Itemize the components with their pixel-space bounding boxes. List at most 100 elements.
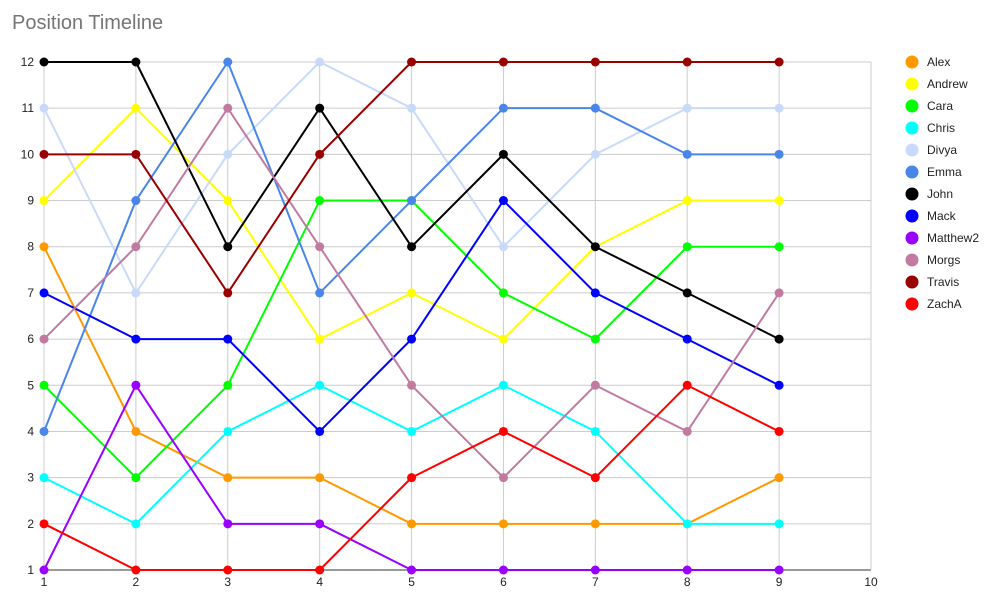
data-point-cara — [39, 380, 49, 390]
legend-marker — [905, 77, 919, 91]
data-point-cara — [498, 288, 508, 298]
data-point-travis — [315, 149, 325, 159]
data-point-alex — [315, 473, 325, 483]
data-point-zacha — [590, 473, 600, 483]
data-point-chris — [223, 426, 233, 436]
legend-item-divya: Divya — [905, 143, 957, 157]
legend-marker — [905, 275, 919, 289]
legend-label: ZachA — [927, 297, 962, 311]
series-divya — [39, 57, 784, 298]
data-point-andrew — [682, 196, 692, 206]
series-andrew — [39, 103, 784, 344]
legend-item-matthew2: Matthew2 — [905, 231, 979, 245]
data-point-emma — [39, 426, 49, 436]
data-point-travis — [39, 149, 49, 159]
data-point-andrew — [223, 196, 233, 206]
legend-item-john: John — [905, 187, 953, 201]
data-point-zacha — [315, 565, 325, 575]
data-point-divya — [590, 149, 600, 159]
data-point-emma — [498, 103, 508, 113]
data-point-morgs — [39, 334, 49, 344]
data-point-travis — [223, 288, 233, 298]
y-tick-label: 7 — [27, 286, 34, 300]
y-tick-label: 9 — [27, 194, 34, 208]
legend-label: Matthew2 — [927, 231, 979, 245]
legend-item-morgs: Morgs — [905, 253, 960, 267]
data-point-zacha — [131, 565, 141, 575]
legend-item-zacha: ZachA — [905, 297, 962, 311]
y-tick-label: 8 — [27, 240, 34, 254]
data-point-morgs — [774, 288, 784, 298]
legend-marker — [905, 165, 919, 179]
data-point-divya — [407, 103, 417, 113]
data-point-mack — [39, 288, 49, 298]
data-point-andrew — [39, 196, 49, 206]
data-point-emma — [774, 149, 784, 159]
data-point-zacha — [39, 519, 49, 529]
data-point-morgs — [498, 473, 508, 483]
data-point-divya — [131, 288, 141, 298]
data-point-travis — [774, 57, 784, 67]
series-zacha — [39, 380, 784, 575]
data-point-emma — [590, 103, 600, 113]
series-matthew2 — [39, 380, 784, 575]
legend-marker — [905, 187, 919, 201]
x-tick-label: 5 — [408, 575, 415, 589]
data-point-emma — [407, 196, 417, 206]
data-point-zacha — [774, 426, 784, 436]
data-point-divya — [498, 242, 508, 252]
legend-marker — [905, 99, 919, 113]
data-point-alex — [407, 519, 417, 529]
data-point-matthew2 — [223, 519, 233, 529]
data-point-chris — [315, 380, 325, 390]
data-point-john — [590, 242, 600, 252]
x-tick-label: 9 — [776, 575, 783, 589]
legend-marker — [905, 231, 919, 245]
data-point-matthew2 — [39, 565, 49, 575]
data-point-morgs — [682, 426, 692, 436]
legend-label: Chris — [927, 121, 955, 135]
data-point-matthew2 — [774, 565, 784, 575]
data-point-travis — [498, 57, 508, 67]
y-tick-label: 5 — [27, 378, 34, 392]
data-point-chris — [590, 426, 600, 436]
data-point-alex — [39, 242, 49, 252]
series-mack — [39, 196, 784, 436]
data-point-chris — [407, 426, 417, 436]
data-point-mack — [315, 426, 325, 436]
legend-label: Cara — [927, 99, 953, 113]
data-point-cara — [223, 380, 233, 390]
data-point-mack — [682, 334, 692, 344]
data-point-john — [682, 288, 692, 298]
data-point-cara — [315, 196, 325, 206]
y-tick-label: 10 — [21, 147, 35, 161]
legend-label: Divya — [927, 143, 957, 157]
data-point-matthew2 — [590, 565, 600, 575]
data-point-john — [774, 334, 784, 344]
x-tick-label: 10 — [864, 575, 878, 589]
legend-item-cara: Cara — [905, 99, 953, 113]
legend-item-emma: Emma — [905, 165, 962, 179]
legend-item-mack: Mack — [905, 209, 957, 223]
x-tick-label: 8 — [684, 575, 691, 589]
data-point-zacha — [682, 380, 692, 390]
legend-item-alex: Alex — [905, 55, 950, 69]
data-point-chris — [39, 473, 49, 483]
data-point-morgs — [315, 242, 325, 252]
legend-item-andrew: Andrew — [905, 77, 968, 91]
legend-marker — [905, 55, 919, 69]
data-point-emma — [682, 149, 692, 159]
data-point-travis — [131, 149, 141, 159]
data-point-divya — [223, 149, 233, 159]
data-point-travis — [590, 57, 600, 67]
legend-marker — [905, 121, 919, 135]
data-point-divya — [682, 103, 692, 113]
y-tick-label: 11 — [22, 101, 35, 115]
legend-item-travis: Travis — [905, 275, 959, 289]
data-point-chris — [774, 519, 784, 529]
x-tick-label: 3 — [224, 575, 231, 589]
data-point-chris — [131, 519, 141, 529]
data-point-chris — [682, 519, 692, 529]
y-tick-label: 4 — [27, 424, 34, 438]
